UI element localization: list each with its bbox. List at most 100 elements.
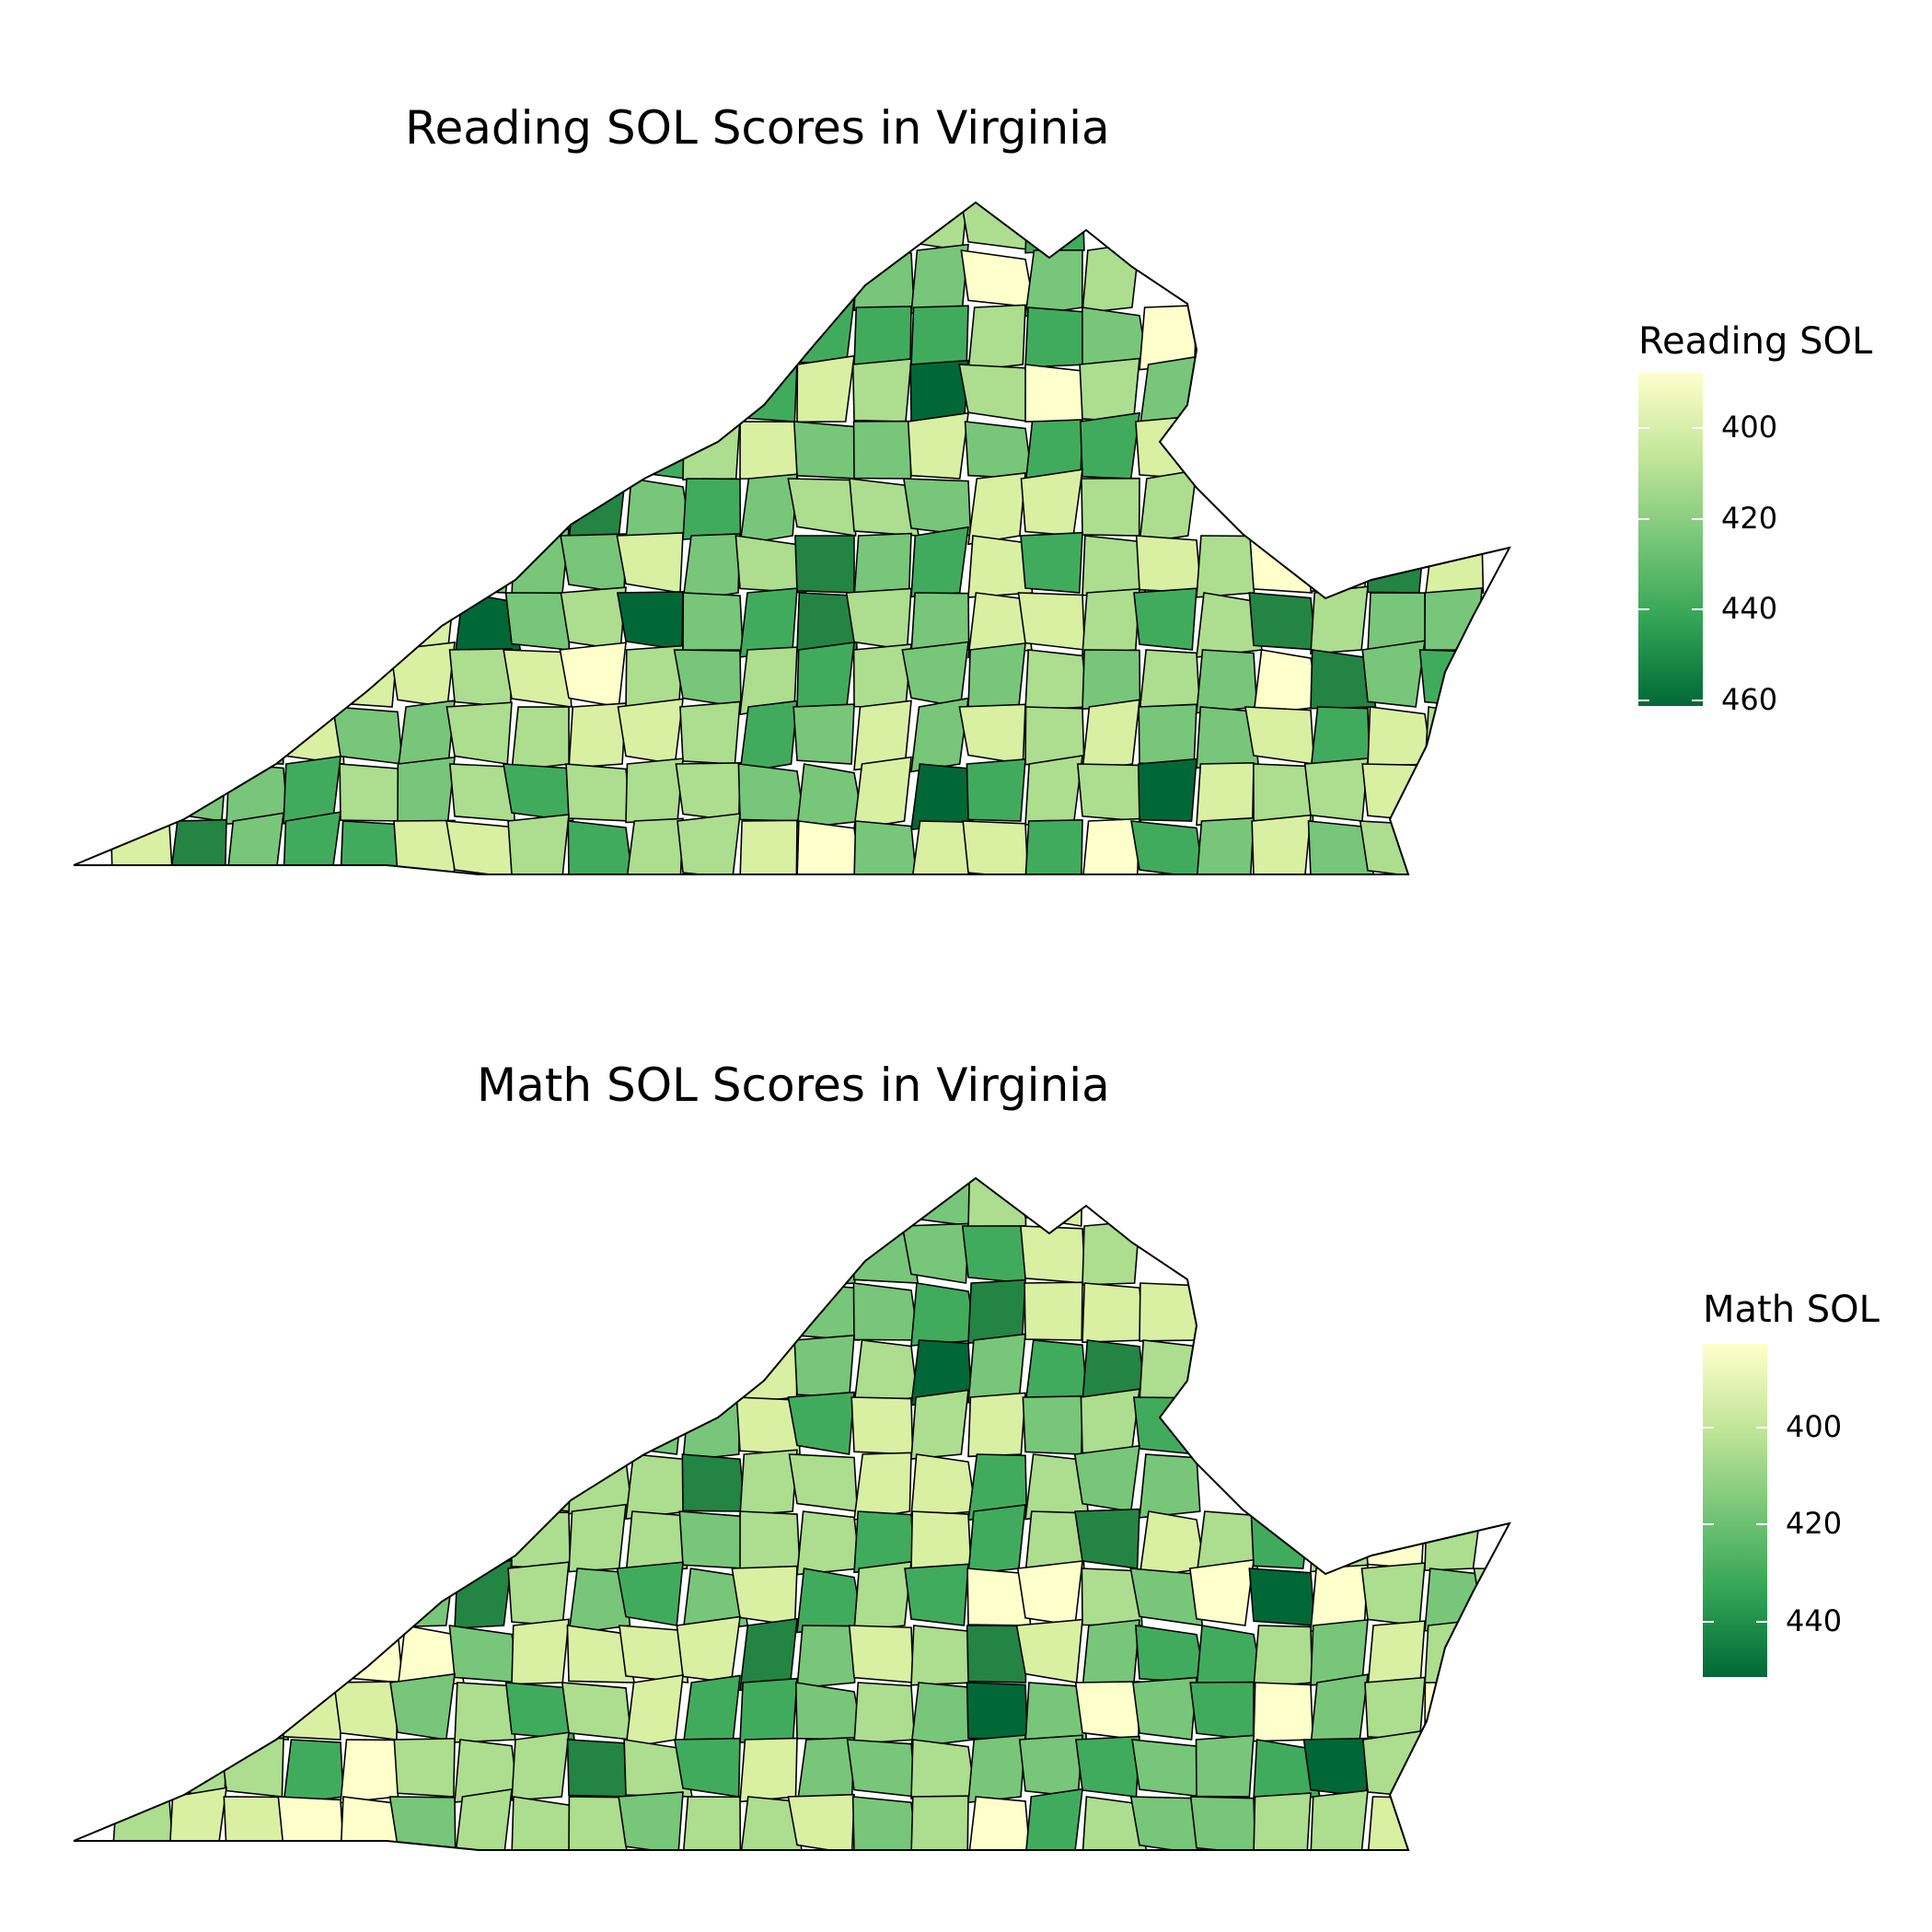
county-shape	[967, 1278, 1026, 1344]
county-shape	[1024, 202, 1085, 254]
county-shape	[1195, 1734, 1255, 1798]
county-shape	[616, 591, 684, 651]
county-shape	[511, 1618, 570, 1685]
county-shape	[1020, 469, 1083, 537]
county-shape	[682, 533, 741, 602]
county-shape	[674, 1737, 741, 1798]
county-shape	[1082, 817, 1140, 874]
county-shape	[1253, 1792, 1312, 1850]
county-shape	[673, 649, 742, 708]
county-shape	[393, 819, 456, 874]
county-shape	[448, 1625, 522, 1683]
county-shape	[110, 820, 174, 874]
county-shape	[336, 643, 399, 708]
reading-legend-colorbar	[1638, 373, 1703, 706]
math-legend-colorbar	[1703, 1344, 1767, 1677]
county-shape	[846, 1739, 917, 1798]
county-shape	[958, 202, 1035, 251]
county-shape	[1079, 357, 1140, 422]
county-shape	[739, 1796, 804, 1850]
county-shape	[796, 1225, 856, 1288]
reading-legend-tick-mark	[1638, 427, 1649, 429]
county-shape	[793, 1334, 855, 1398]
county-shape	[796, 763, 864, 829]
county-shape	[910, 1739, 977, 1799]
county-shape	[848, 1625, 915, 1683]
county-shape	[559, 642, 627, 708]
reading-choropleth-map	[73, 201, 1511, 875]
county-shape	[111, 1796, 175, 1850]
county-shape	[568, 1796, 628, 1850]
county-shape	[1360, 1562, 1426, 1626]
county-shape	[1138, 703, 1197, 765]
county-shape	[1073, 1444, 1140, 1512]
county-shape	[451, 528, 513, 594]
county-shape	[1253, 1682, 1314, 1742]
county-shape	[1019, 1225, 1086, 1284]
county-shape	[617, 421, 688, 480]
county-shape	[503, 763, 574, 822]
county-shape	[1082, 699, 1140, 772]
county-shape	[1133, 587, 1197, 651]
county-shape	[1024, 649, 1090, 711]
county-shape	[1024, 1281, 1083, 1341]
county-shape	[511, 1796, 579, 1850]
county-shape	[1310, 1789, 1369, 1850]
county-shape	[618, 1791, 684, 1850]
county-shape	[1017, 592, 1086, 651]
county-shape	[910, 1453, 978, 1518]
county-shape	[851, 358, 912, 422]
county-shape	[1024, 249, 1083, 318]
county-shape	[964, 421, 1034, 480]
county-shape	[334, 1625, 404, 1683]
county-shape	[853, 820, 918, 874]
county-shape	[853, 249, 915, 311]
county-shape	[792, 1282, 860, 1341]
county-shape	[958, 703, 1026, 765]
county-shape	[967, 304, 1026, 372]
reading-map-title: Reading SOL Scores in Virginia	[405, 101, 1110, 155]
county-shape	[1248, 592, 1317, 651]
county-shape	[1310, 1510, 1369, 1573]
county-shape	[739, 1449, 798, 1517]
county-shape	[1024, 819, 1083, 874]
county-shape	[168, 1787, 227, 1850]
math-legend-tick-label: 420	[1786, 1506, 1843, 1541]
reading-legend-tick-mark	[1638, 700, 1649, 701]
county-shape	[960, 249, 1035, 308]
county-shape	[503, 649, 573, 708]
county-shape	[1082, 241, 1140, 314]
county-shape	[445, 701, 513, 765]
county-shape	[1132, 1676, 1197, 1741]
county-shape	[1310, 1673, 1369, 1747]
reading-legend-tick-mark	[1692, 700, 1703, 701]
county-shape	[511, 706, 570, 771]
county-shape	[567, 820, 634, 874]
county-shape	[845, 587, 912, 651]
county-shape	[901, 1222, 969, 1284]
county-shape	[850, 1396, 914, 1455]
county-shape	[616, 1561, 684, 1626]
county-shape	[1302, 1737, 1369, 1798]
county-shape	[792, 703, 855, 765]
reading-legend-tick-label: 420	[1721, 501, 1778, 536]
county-shape	[1139, 1453, 1201, 1519]
county-shape	[1135, 535, 1202, 594]
county-shape	[962, 820, 1029, 874]
math-panel: Math SOL Scores in Virginia Math SOL 400…	[0, 957, 1932, 1932]
county-shape	[1080, 1388, 1140, 1455]
county-shape	[853, 532, 912, 598]
county-shape	[1082, 1619, 1140, 1690]
reading-legend-tick-label: 460	[1721, 682, 1778, 717]
county-shape	[853, 306, 912, 368]
county-shape	[739, 587, 798, 658]
county-shape	[853, 1560, 912, 1632]
county-shape	[910, 243, 969, 315]
county-shape	[448, 647, 513, 708]
county-shape	[796, 354, 855, 423]
county-shape	[223, 1796, 285, 1850]
county-shape	[901, 641, 969, 708]
math-legend-tick-mark	[1756, 1621, 1767, 1623]
county-shape	[1129, 1796, 1199, 1850]
county-shape	[794, 1682, 864, 1741]
